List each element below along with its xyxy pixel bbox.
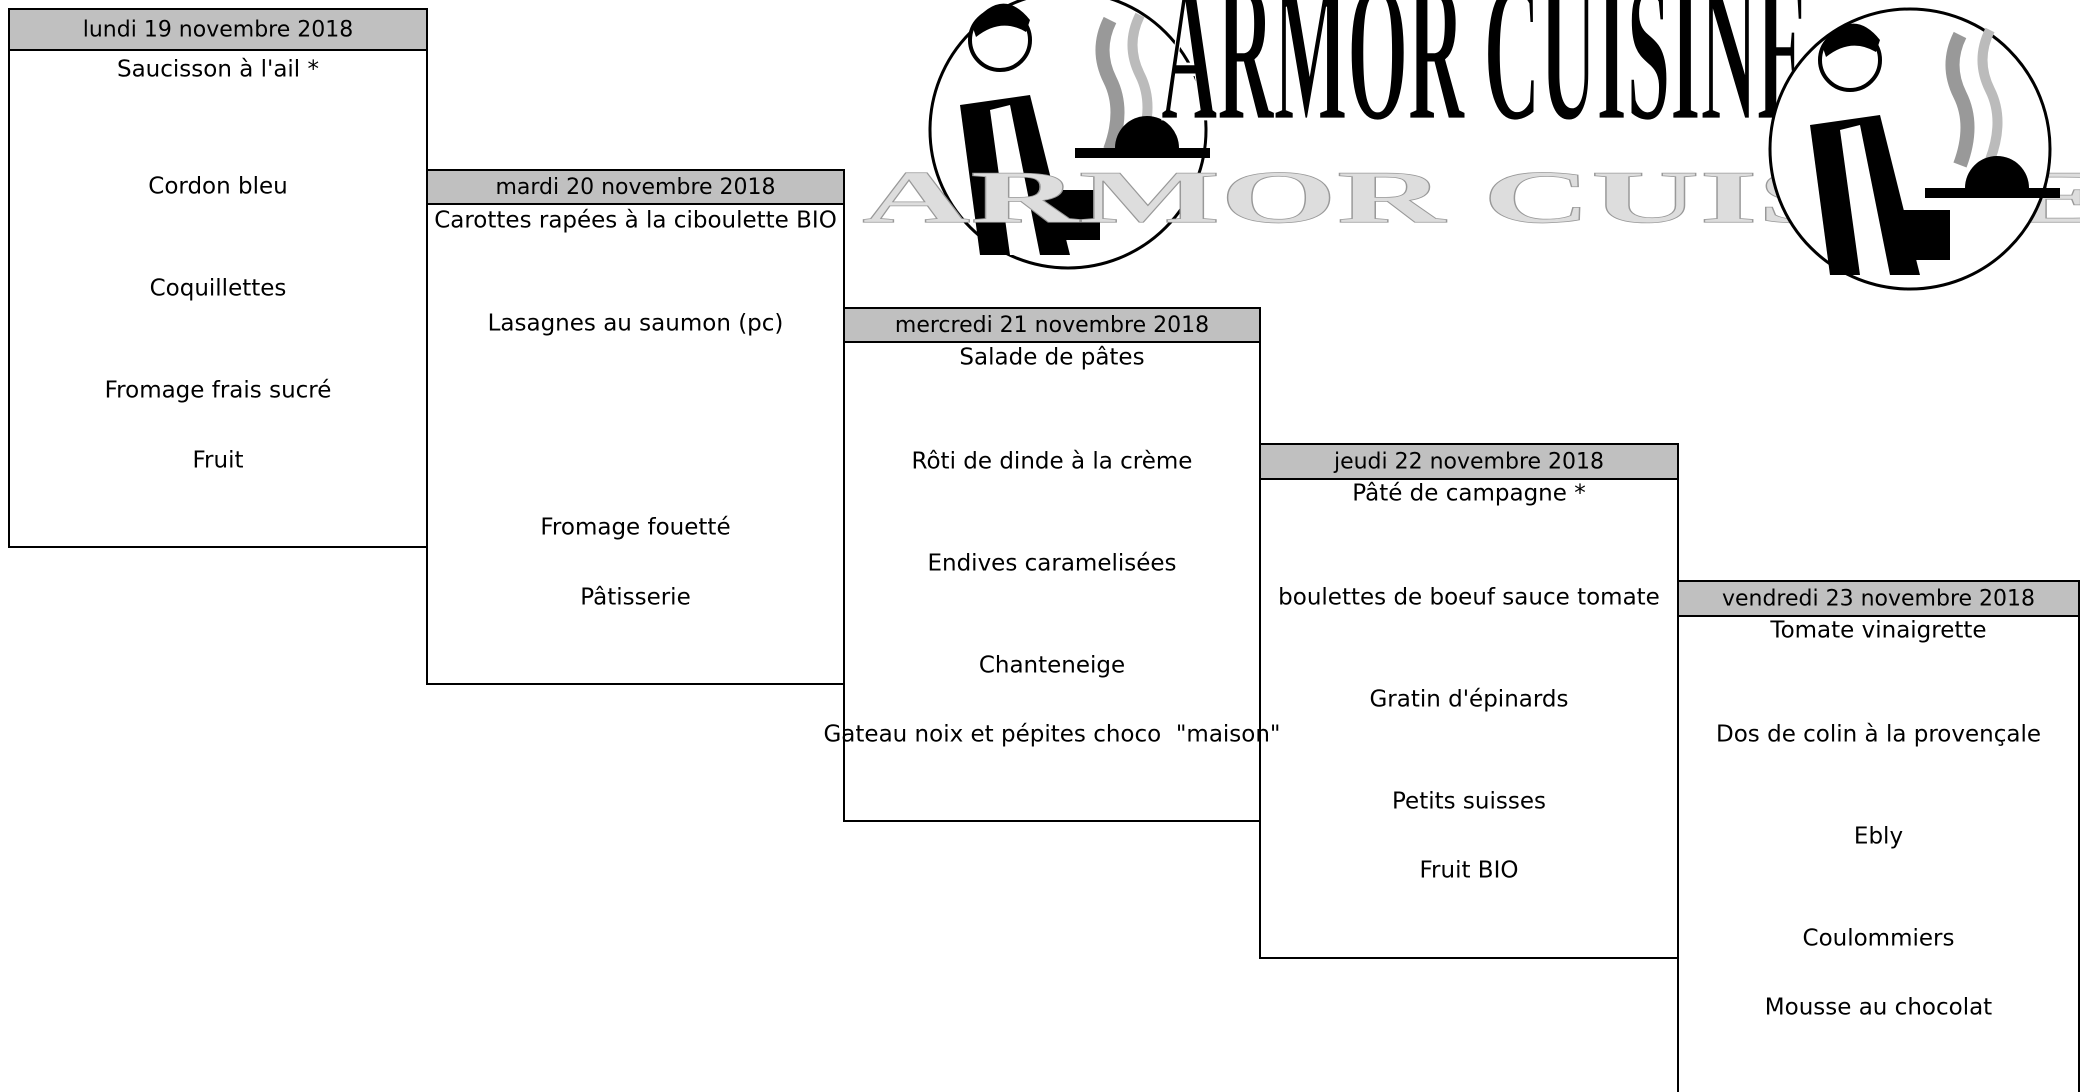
day-header [843,307,1261,343]
menu-item: Tomate vinaigrette [1769,618,1986,644]
day-column: jeudi 22 novembre 2018 Pâté de campagne *… [1259,443,1679,959]
menu-item: Carottes rapées à la ciboulette BIO [434,208,837,234]
menu-item: Coulommiers [1803,926,1955,952]
menu-item: Ebly [1854,824,1903,850]
day-date: mercredi 21 novembre 2018 [895,313,1209,338]
day-date: jeudi 22 novembre 2018 [1333,450,1604,475]
menu-item: Fruit [193,448,244,474]
menu-item: Lasagnes au saumon (pc) [488,311,784,337]
day-column: vendredi 23 novembre 2018 Tomate vinaigre… [1677,580,2080,1092]
menu-item: Endives caramelisées [927,551,1176,577]
menu-item: Petits suisses [1392,789,1546,815]
menu-item: Rôti de dinde à la crème [912,449,1193,475]
menu-item: boulettes de boeuf sauce tomate [1278,585,1660,611]
day-header [426,169,845,205]
logo-text: ARMOR CUISINE [1161,0,1809,164]
menu-item: Salade de pâtes [959,345,1144,371]
logo: ARMOR CUISINE ARMOR CUISINE [862,0,2080,291]
day-header [8,8,428,51]
menu-item: Mousse au chocolat [1765,995,1992,1021]
menu-item: Chanteneige [979,653,1125,679]
menu-item: Fromage frais sucré [105,378,332,404]
day-date: mardi 20 novembre 2018 [495,175,775,200]
waiter-icon-right [1768,7,2060,291]
waiter-icon-left [928,0,1210,270]
menu-item: Gateau noix et pépites choco "maison" [823,722,1280,748]
menu-item: Fruit BIO [1420,858,1519,884]
menu-item: Cordon bleu [148,174,287,200]
menu-item: Fromage fouetté [540,515,730,541]
day-column: lundi 19 novembre 2018 Saucisson à l'ail … [8,8,428,548]
menu-item: Pâté de campagne * [1352,481,1585,507]
day-header [1677,580,2080,617]
days: lundi 19 novembre 2018 Saucisson à l'ail … [8,8,2080,1092]
menu-item: Pâtisserie [580,585,690,611]
menu-item: Dos de colin à la provençale [1716,722,2041,748]
day-header [1259,443,1679,480]
day-column: mercredi 21 novembre 2018 Salade de pâtes… [823,307,1281,822]
menu-item: Gratin d'épinards [1369,687,1568,713]
menu-item: Saucisson à l'ail * [117,57,319,83]
menu-item: Coquillettes [150,276,287,302]
day-date: lundi 19 novembre 2018 [83,18,354,43]
day-date: vendredi 23 novembre 2018 [1722,587,2035,612]
day-column: mardi 20 novembre 2018 Carottes rapées à … [426,169,845,685]
